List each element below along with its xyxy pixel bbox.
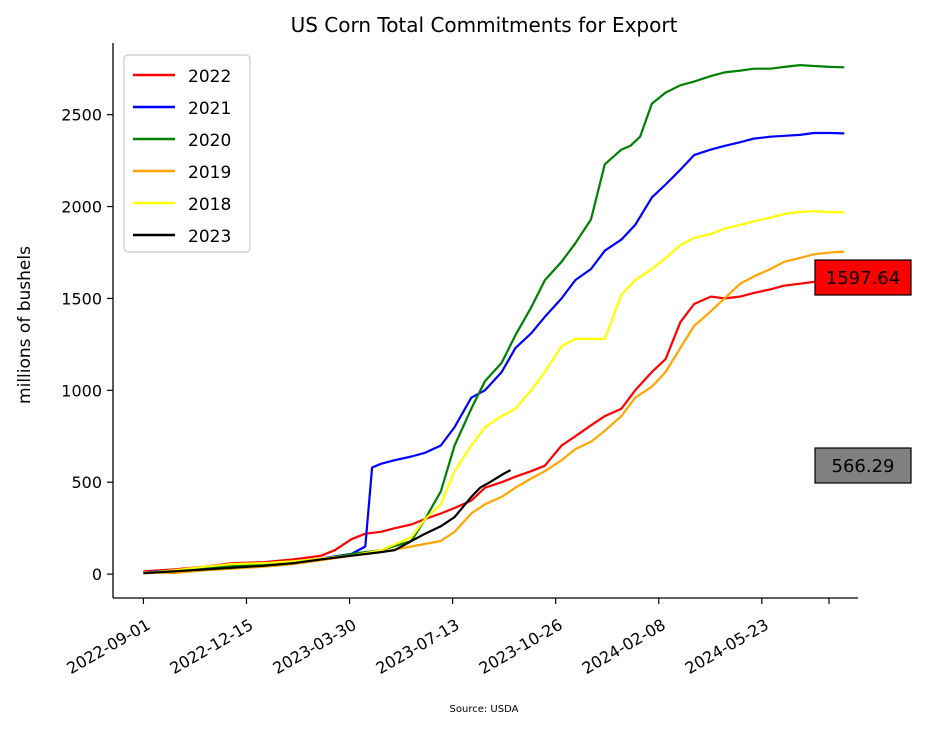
legend-label: 2019 — [188, 163, 231, 183]
y-tick-label: 0 — [92, 565, 102, 584]
x-tick-label: 2022-12-15 — [166, 615, 256, 678]
annotation-box — [814, 447, 912, 484]
annotation-label: 1597.64 — [826, 268, 900, 289]
y-axis-label: millions of bushels — [15, 246, 35, 404]
legend-label: 2018 — [188, 195, 231, 215]
chart-title: US Corn Total Commitments for Export — [291, 13, 678, 37]
legend-label: 2020 — [188, 131, 231, 151]
x-tick-label: 2023-03-30 — [270, 615, 360, 678]
series-line-2022 — [143, 279, 845, 573]
annotation-label: 566.29 — [832, 456, 895, 477]
legend-label: 2022 — [188, 67, 231, 87]
annotation-box — [814, 259, 912, 296]
legend-label: 2023 — [188, 227, 231, 247]
source-note: Source: USDA — [450, 704, 519, 715]
y-tick-label: 2000 — [61, 198, 102, 217]
x-tick-label: 2024-02-08 — [579, 615, 669, 678]
series-line-2018 — [143, 210, 845, 575]
x-tick-label: 2023-10-26 — [476, 615, 566, 678]
x-tick-label: 2022-09-01 — [63, 615, 153, 678]
x-tick-label: 2023-07-13 — [373, 615, 463, 678]
y-tick-label: 2500 — [61, 106, 102, 125]
series-layer — [143, 63, 845, 575]
annotation-layer: 1597.64 566.29 — [814, 259, 912, 484]
legend: 2022 2021 2020 2019 2018 2023 — [123, 54, 251, 253]
y-tick-label: 1000 — [61, 381, 102, 400]
x-tick-label: 2024-05-23 — [682, 615, 772, 678]
series-line-2023 — [143, 469, 512, 575]
y-tick-label: 1500 — [61, 289, 102, 308]
legend-label: 2021 — [188, 99, 231, 119]
series-line-2019 — [143, 250, 845, 575]
y-tick-label: 500 — [71, 473, 102, 492]
